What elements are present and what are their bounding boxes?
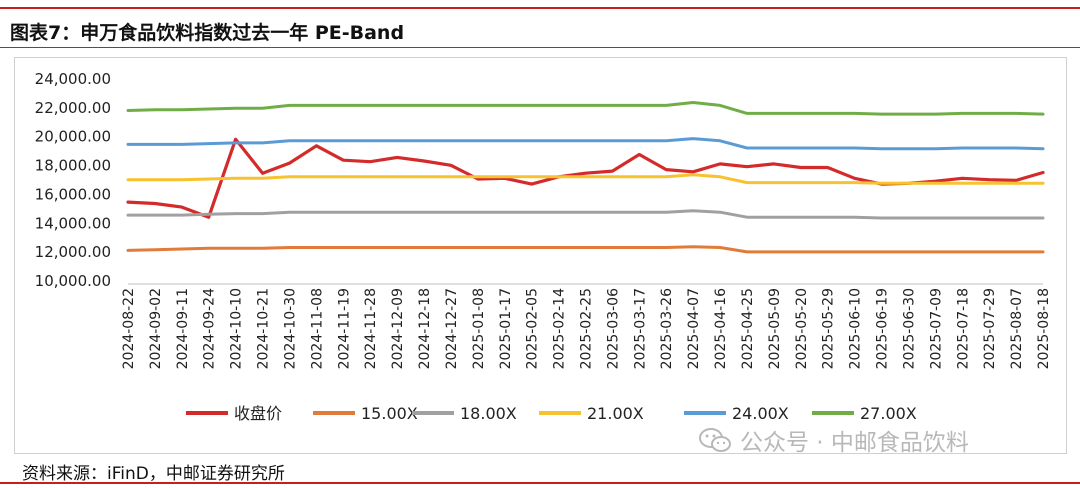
x-tick-label: 2024-08-22	[121, 288, 137, 369]
x-tick-label: 2025-01-08	[471, 288, 487, 369]
series-line-24.00X	[126, 137, 1045, 151]
x-tick-label: 2024-09-11	[175, 288, 191, 369]
series-line-21.00X	[126, 173, 1045, 185]
x-tick-label: 2025-03-26	[659, 288, 675, 369]
series-line-27.00X	[126, 101, 1045, 116]
wechat-icon	[699, 428, 731, 452]
y-tick-label: 18,000.00	[35, 157, 111, 175]
x-tick-label: 2024-11-19	[336, 288, 352, 369]
legend-label: 18.00X	[460, 404, 517, 423]
x-tick-label: 2025-05-20	[794, 288, 810, 369]
x-tick-label: 2025-07-29	[982, 288, 998, 369]
chart-frame	[14, 57, 1067, 454]
x-tick-label: 2025-06-19	[875, 288, 891, 369]
x-tick-label: 2025-07-09	[928, 288, 944, 369]
x-tick-label: 2025-07-18	[955, 288, 971, 369]
x-tick-label: 2025-01-17	[498, 288, 514, 369]
x-tick-label: 2024-11-28	[363, 288, 379, 369]
y-tick-label: 22,000.00	[35, 99, 111, 117]
x-tick-label: 2025-02-25	[579, 288, 595, 369]
x-tick-label: 2025-04-07	[686, 288, 702, 369]
x-tick-label: 2025-04-25	[740, 288, 756, 369]
y-tick-label: 16,000.00	[35, 185, 111, 203]
y-tick-label: 20,000.00	[35, 128, 111, 146]
x-tick-label: 2025-06-10	[848, 288, 864, 369]
watermark-text: 公众号 · 中邮食品饮料	[740, 430, 969, 456]
legend-label: 21.00X	[587, 404, 644, 423]
x-tick-label: 2024-12-27	[444, 288, 460, 369]
legend-label: 24.00X	[732, 404, 789, 423]
x-tick-label: 2025-06-30	[901, 288, 917, 369]
legend-label: 收盘价	[234, 404, 282, 423]
x-tick-label: 2024-12-09	[390, 288, 406, 369]
series-line-15.00X	[126, 245, 1045, 254]
y-tick-label: 10,000.00	[35, 272, 111, 290]
title-rule	[0, 47, 1080, 48]
x-tick-label: 2025-02-14	[552, 288, 568, 369]
source-note: 资料来源：iFinD，中邮证券研究所	[22, 464, 285, 484]
x-tick-label: 2024-10-21	[256, 288, 272, 369]
x-tick-label: 2024-12-18	[417, 288, 433, 369]
x-tick-label: 2025-04-16	[713, 288, 729, 369]
x-tick-label: 2025-02-05	[525, 288, 541, 369]
page-title: 图表7：申万食品饮料指数过去一年 PE-Band	[10, 22, 405, 44]
x-tick-label: 2024-09-02	[148, 288, 164, 369]
y-tick-label: 14,000.00	[35, 214, 111, 232]
top-rule	[0, 7, 1080, 9]
x-tick-label: 2024-11-08	[309, 288, 325, 369]
x-tick-label: 2025-05-09	[767, 288, 783, 369]
x-tick-label: 2025-03-17	[632, 288, 648, 369]
series-line-18.00X	[126, 209, 1045, 220]
x-tick-label: 2025-08-07	[1009, 288, 1025, 369]
watermark: 公众号 · 中邮食品饮料	[698, 423, 969, 457]
x-tick-label: 2024-10-10	[229, 288, 245, 369]
bottom-rule	[0, 482, 1080, 484]
legend-label: 27.00X	[860, 404, 917, 423]
x-tick-label: 2025-03-06	[605, 288, 621, 369]
legend-label: 15.00X	[361, 404, 418, 423]
y-tick-label: 12,000.00	[35, 243, 111, 261]
x-tick-label: 2025-05-29	[821, 288, 837, 369]
x-tick-label: 2024-10-30	[282, 288, 298, 369]
x-tick-label: 2025-08-18	[1036, 288, 1052, 369]
x-tick-label: 2024-09-24	[202, 288, 218, 369]
y-tick-label: 24,000.00	[35, 70, 111, 88]
